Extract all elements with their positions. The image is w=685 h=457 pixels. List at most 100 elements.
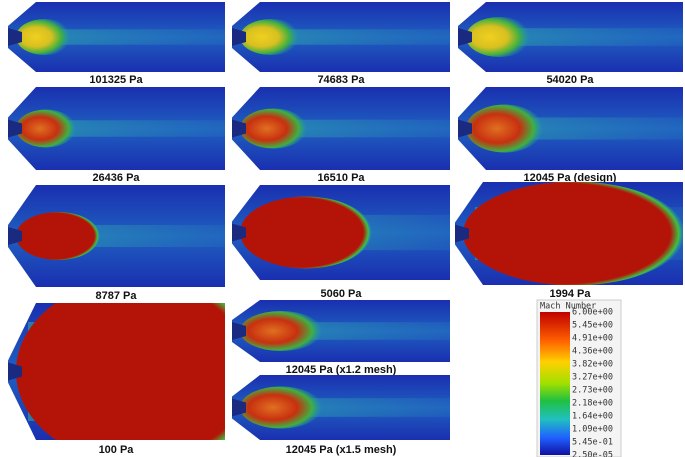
nozzle — [458, 119, 472, 138]
plume-core — [240, 108, 307, 149]
colorbar: Mach Number 6.00e+00 5.45e+00 4.91e+00 4.36… — [536, 299, 622, 457]
colorbar-label: 3.27e+00 — [572, 373, 613, 383]
colorbar-label: 6.00e+00 — [572, 308, 613, 318]
nozzle — [232, 28, 246, 46]
colorbar-label: 5.45e+00 — [572, 321, 613, 331]
nozzle — [232, 223, 246, 242]
colorbar-label: 5.45e-01 — [572, 438, 613, 448]
wall-bottom — [232, 418, 260, 440]
wall-bottom — [232, 243, 260, 280]
panels: 101325 Pa 74683 Pa 54020 Pa 26436 Pa 16510 P… — [8, 2, 683, 456]
colorbar-label: 2.18e+00 — [572, 399, 613, 409]
plume-core — [466, 17, 533, 57]
panel-label: 54020 Pa — [546, 74, 594, 86]
panel-label: 1994 Pa — [550, 288, 592, 300]
panel: 12045 Pa (x1.5 mesh) — [232, 375, 450, 456]
wall-bottom — [8, 139, 36, 170]
panel: 16510 Pa — [232, 87, 450, 184]
panel: 100 Pa — [8, 303, 225, 456]
plume-core — [240, 196, 372, 269]
panel-content — [458, 2, 683, 72]
panel-content — [8, 303, 225, 440]
nozzle — [232, 322, 246, 340]
wall-bottom — [8, 247, 36, 287]
panel: 74683 Pa — [232, 2, 450, 86]
plume-core — [240, 311, 322, 351]
wall-bottom — [232, 139, 260, 170]
wall-top — [232, 2, 260, 26]
colorbar-label: 4.91e+00 — [572, 334, 613, 344]
panel-label: 26436 Pa — [92, 172, 140, 184]
wall-bottom — [455, 244, 483, 285]
colorbar-label: 3.82e+00 — [572, 360, 613, 370]
plume-core — [240, 386, 322, 429]
wall-bottom — [8, 48, 36, 72]
panel-label: 100 Pa — [99, 444, 135, 456]
wall-top — [8, 185, 36, 225]
panel-content — [8, 87, 225, 170]
panel-label: 5060 Pa — [321, 288, 363, 300]
panel-content — [232, 300, 450, 362]
panel-content — [458, 87, 683, 170]
nozzle — [458, 28, 472, 46]
panel-content — [232, 87, 450, 170]
wall-top — [455, 182, 483, 223]
wall-top — [458, 87, 486, 118]
panel: 8787 Pa — [8, 185, 225, 302]
panel-label: 16510 Pa — [317, 172, 365, 184]
panel: 12045 Pa (x1.2 mesh) — [232, 300, 450, 376]
plume-core — [240, 19, 302, 55]
colorbar-label: 1.09e+00 — [572, 425, 613, 435]
nozzle — [232, 119, 246, 138]
wall-top — [232, 375, 260, 397]
panel-content — [8, 2, 225, 72]
wall-bottom — [458, 139, 486, 170]
plume-core — [16, 303, 225, 440]
plume-core — [16, 212, 100, 260]
panel: 12045 Pa (design) — [458, 87, 683, 184]
wall-top — [232, 185, 260, 222]
colorbar-label: 4.36e+00 — [572, 347, 613, 357]
colorbar-title: Mach Number — [540, 302, 596, 312]
wall-top — [8, 2, 36, 26]
panel: 54020 Pa — [458, 2, 683, 86]
panel-content — [455, 182, 683, 285]
nozzle — [8, 362, 22, 381]
plume-core — [16, 109, 76, 148]
colorbar-label: 2.50e-05 — [572, 451, 613, 457]
panel-label: 101325 Pa — [89, 74, 143, 86]
panel: 101325 Pa — [8, 2, 225, 86]
wall-bottom — [232, 48, 260, 72]
wall-top — [458, 2, 486, 26]
panel-content — [232, 2, 450, 72]
panel-label: 8787 Pa — [96, 290, 138, 302]
nozzle — [232, 398, 246, 417]
panel-label: 74683 Pa — [317, 74, 365, 86]
colorbar-label: 1.64e+00 — [572, 412, 613, 422]
panel-content — [232, 185, 450, 280]
plume-core — [16, 19, 73, 55]
panel-label: 12045 Pa (x1.5 mesh) — [286, 444, 397, 456]
panel-label: 12045 Pa (x1.2 mesh) — [286, 364, 397, 376]
panel: 5060 Pa — [232, 185, 450, 300]
nozzle — [8, 28, 22, 46]
panel-content — [8, 185, 225, 287]
plume-streak — [28, 120, 225, 137]
nozzle — [455, 224, 469, 243]
colorbar-gradient — [540, 312, 570, 455]
wall-bottom — [8, 382, 36, 440]
plume-core — [463, 182, 683, 285]
nozzle — [8, 119, 22, 138]
wall-bottom — [232, 342, 260, 362]
wall-top — [232, 87, 260, 118]
wall-top — [232, 300, 260, 320]
plume-core — [466, 104, 543, 153]
panel: 26436 Pa — [8, 87, 225, 184]
wall-top — [8, 87, 36, 118]
wall-top — [8, 303, 36, 361]
wall-bottom — [458, 48, 486, 72]
plume-streak — [252, 29, 450, 45]
panel: 1994 Pa — [455, 182, 683, 300]
nozzle — [8, 227, 22, 245]
